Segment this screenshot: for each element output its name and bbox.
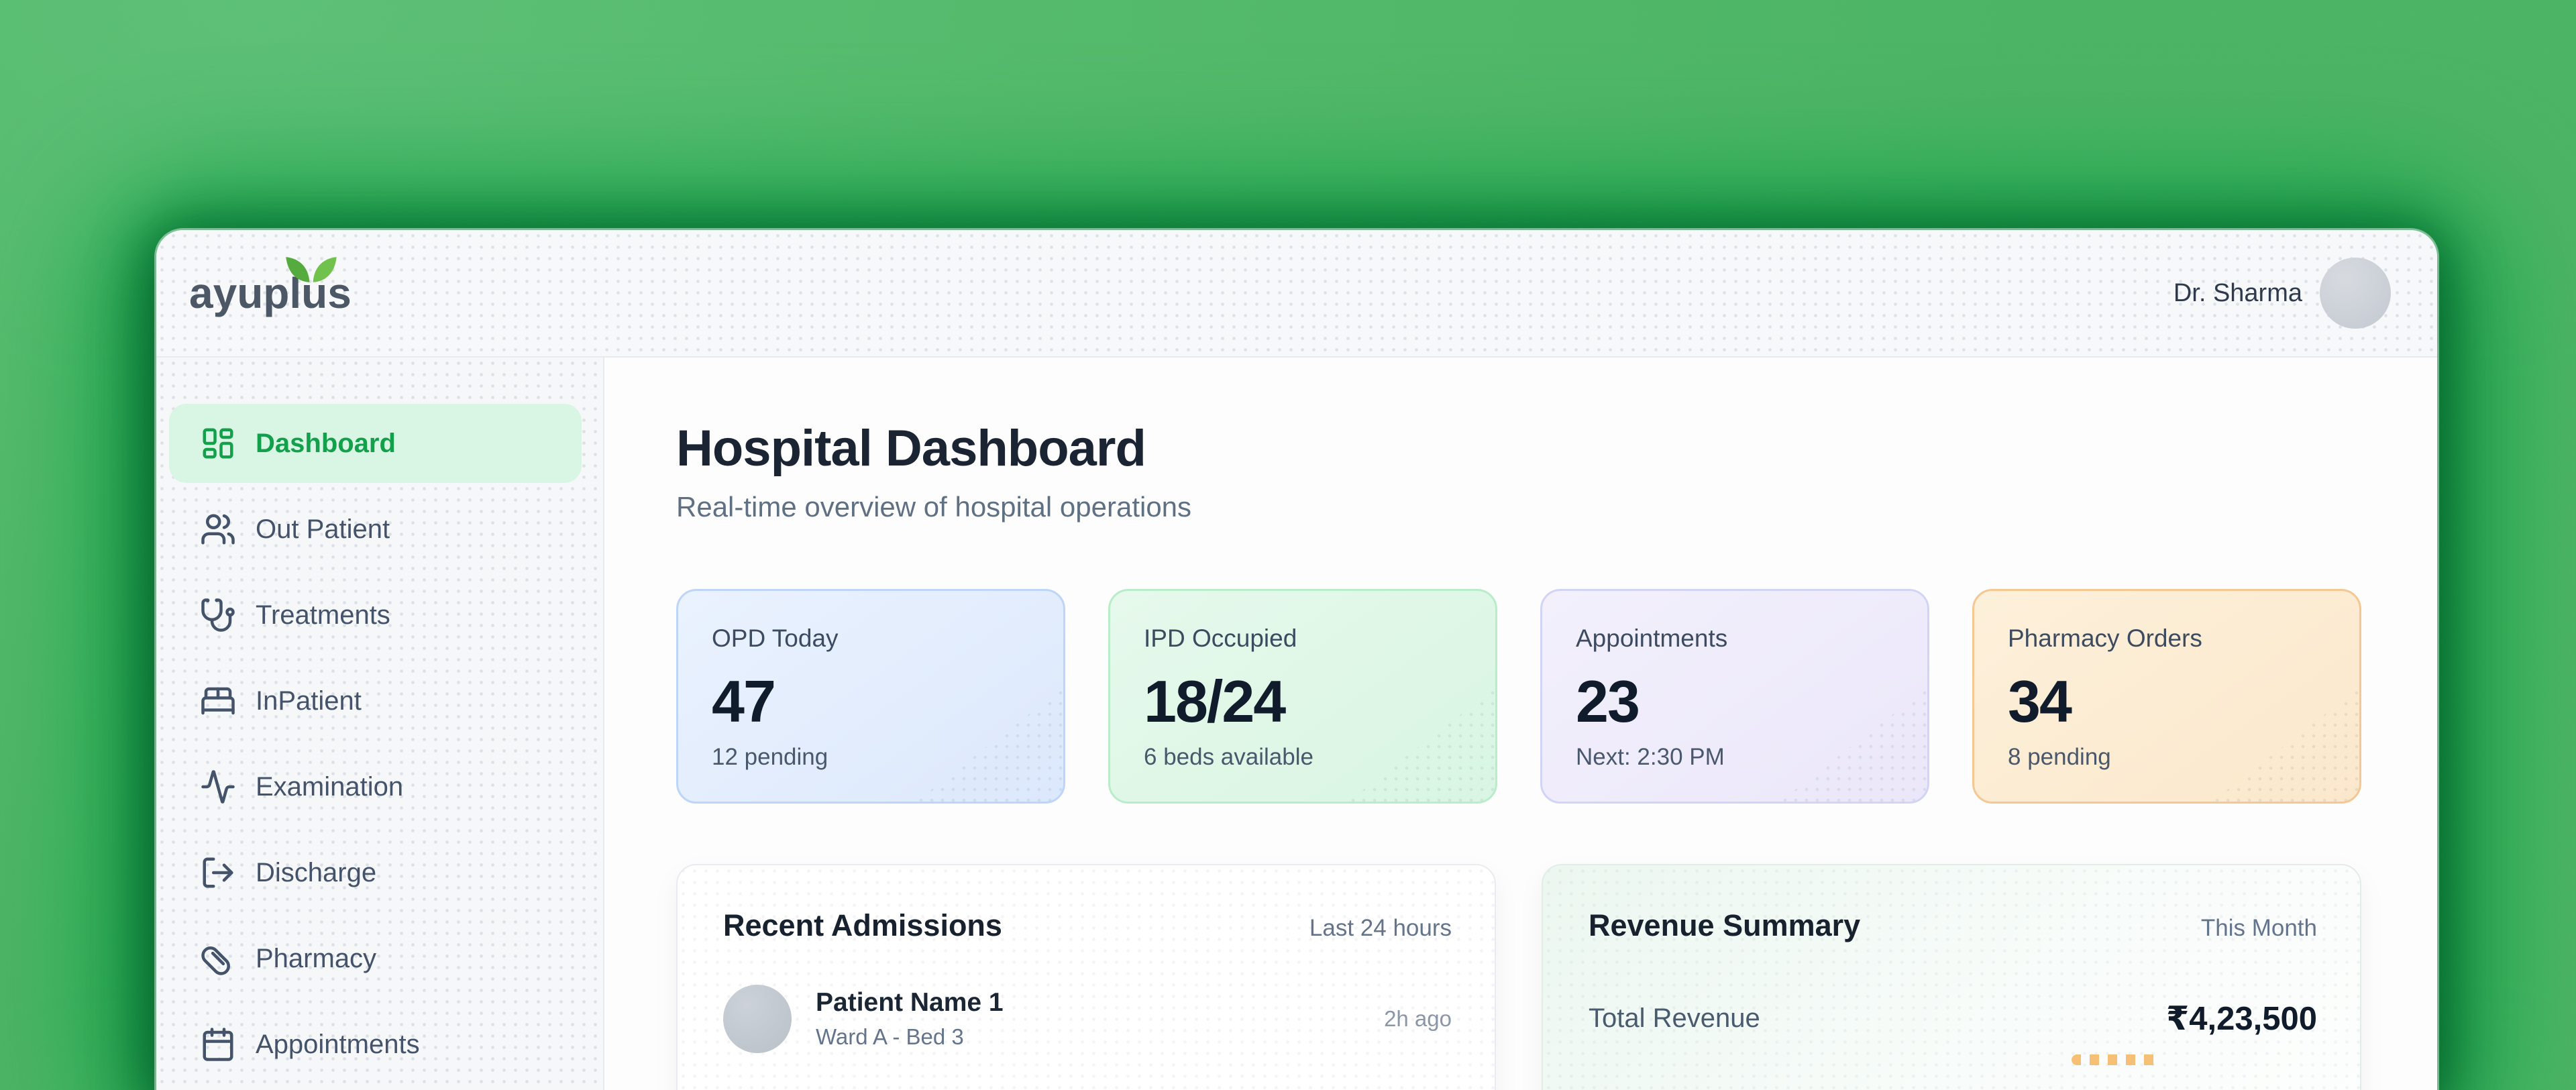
sidebar: Dashboard Out Patient Treatments InPatie… — [156, 358, 604, 1090]
stat-value: 23 — [1576, 668, 1640, 734]
sidebar-item-discharge[interactable]: Discharge — [169, 833, 582, 912]
sidebar-item-inpatient[interactable]: InPatient — [169, 661, 582, 741]
app-window: ayuplus Dr. Sharma Dashboard — [156, 230, 2437, 1090]
user-avatar — [2320, 258, 2391, 329]
panel-header: Revenue Summary This Month — [1589, 908, 2317, 943]
user-name: Dr. Sharma — [2173, 278, 2302, 307]
patient-avatar — [723, 985, 792, 1053]
stat-label: Appointments — [1576, 624, 1728, 652]
revenue-label: Total Revenue — [1589, 1003, 1760, 1033]
stat-value: 47 — [712, 668, 776, 734]
panels-row: Recent Admissions Last 24 hours Patient … — [676, 864, 2361, 1090]
stat-cards-row: OPD Today 47 12 pending IPD Occupied 18/… — [676, 589, 2361, 804]
panel-header: Recent Admissions Last 24 hours — [723, 908, 1452, 943]
sidebar-item-dashboard[interactable]: Dashboard — [169, 404, 582, 483]
main-content: Hospital Dashboard Real-time overview of… — [604, 358, 2437, 1090]
stethoscope-icon — [201, 598, 235, 632]
panel-title: Recent Admissions — [723, 908, 1002, 942]
log-out-icon — [203, 857, 233, 888]
sidebar-item-label: Discharge — [256, 857, 377, 887]
page-title: Hospital Dashboard — [676, 420, 1146, 477]
stat-card-pharmacy-orders: Pharmacy Orders 34 8 pending — [1972, 589, 2361, 804]
bed-icon — [201, 687, 235, 715]
pill-icon — [201, 946, 230, 975]
patient-ward-bed: Ward A - Bed 3 — [816, 1024, 964, 1049]
sidebar-item-label: Pharmacy — [256, 943, 377, 973]
stat-card-opd-today: OPD Today 47 12 pending — [676, 589, 1065, 804]
stat-value: 34 — [2008, 668, 2072, 734]
sidebar-item-label: Examination — [256, 771, 404, 802]
layout-dashboard-icon — [203, 428, 233, 459]
stat-label: Pharmacy Orders — [2008, 624, 2202, 652]
sidebar-item-label: Dashboard — [256, 428, 396, 458]
leaf-icon — [286, 257, 337, 282]
stat-value: 18/24 — [1144, 668, 1286, 734]
sidebar-item-label: InPatient — [256, 686, 362, 716]
revenue-amount: ₹4,23,500 — [2166, 1001, 2317, 1037]
admission-time: 2h ago — [1384, 1006, 1452, 1031]
users-icon — [201, 514, 235, 545]
app-header: ayuplus Dr. Sharma — [156, 230, 2437, 358]
user-menu[interactable]: Dr. Sharma — [2174, 258, 2391, 329]
patient-info: Patient Name 1 Ward A - Bed 3 — [816, 988, 1004, 1050]
stat-subtext: 8 pending — [2008, 744, 2111, 770]
sidebar-item-pharmacy[interactable]: Pharmacy — [169, 919, 582, 998]
revenue-summary-panel: Revenue Summary This Month Total Revenue… — [1542, 864, 2361, 1090]
stat-label: IPD Occupied — [1144, 624, 1297, 652]
stat-subtext: 6 beds available — [1144, 744, 1313, 770]
stat-subtext: Next: 2:30 PM — [1576, 744, 1725, 770]
recent-admissions-panel: Recent Admissions Last 24 hours Patient … — [676, 864, 1496, 1090]
stat-card-appointments: Appointments 23 Next: 2:30 PM — [1540, 589, 1929, 804]
stat-subtext: 12 pending — [712, 744, 828, 770]
patient-name: Patient Name 1 — [816, 988, 1004, 1017]
activity-icon — [201, 770, 235, 804]
sidebar-item-label: Out Patient — [256, 514, 390, 544]
panel-title: Revenue Summary — [1589, 908, 1861, 942]
revenue-row: Total Revenue ₹4,23,500 — [1589, 999, 2317, 1038]
admission-list-item[interactable]: Patient Name 1 Ward A - Bed 3 2h ago — [723, 985, 1452, 1053]
sidebar-item-label: Treatments — [256, 600, 390, 630]
sidebar-item-appointments[interactable]: Appointments — [169, 1005, 582, 1084]
panel-period: Last 24 hours — [1309, 915, 1452, 941]
panel-texture — [678, 865, 1495, 1090]
calendar-icon — [203, 1028, 233, 1061]
page-subtitle: Real-time overview of hospital operation… — [676, 491, 1192, 523]
sidebar-item-out-patient[interactable]: Out Patient — [169, 490, 582, 569]
stat-card-ipd-occupied: IPD Occupied 18/24 6 beds available — [1108, 589, 1497, 804]
sidebar-item-label: Appointments — [256, 1029, 420, 1059]
panel-texture — [1543, 865, 2360, 1090]
sidebar-item-examination[interactable]: Examination — [169, 747, 582, 826]
sidebar-item-treatments[interactable]: Treatments — [169, 576, 582, 655]
revenue-partial-row-clipped — [2072, 1054, 2161, 1065]
logo[interactable]: ayuplus — [189, 257, 352, 318]
panel-period: This Month — [2200, 915, 2317, 941]
stat-label: OPD Today — [712, 624, 839, 652]
